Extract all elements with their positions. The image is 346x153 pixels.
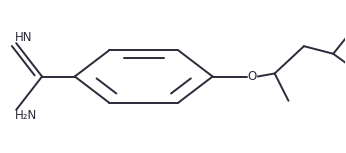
Text: HN: HN	[15, 31, 32, 44]
Text: O: O	[248, 70, 257, 83]
Text: H₂N: H₂N	[15, 109, 37, 122]
